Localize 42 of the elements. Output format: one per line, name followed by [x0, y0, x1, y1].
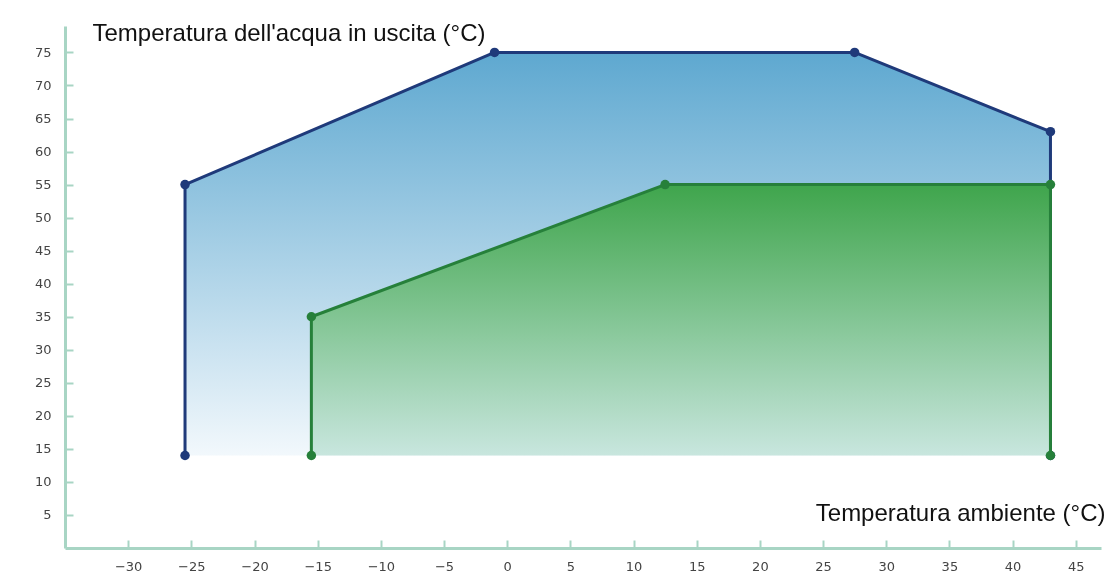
point — [1045, 126, 1056, 137]
x-tick-label: 20 — [752, 558, 769, 574]
x-tick-label: −30 — [114, 558, 143, 574]
point — [306, 312, 317, 322]
x-tick-label: 40 — [1004, 558, 1022, 574]
x-tick-label: −25 — [178, 558, 206, 574]
y-tick-label: 40 — [34, 276, 52, 292]
point — [1045, 179, 1056, 190]
x-tick-label: 0 — [503, 558, 512, 574]
y-tick-label: 65 — [34, 111, 52, 127]
point — [660, 179, 670, 190]
x-tick-label: −5 — [434, 558, 455, 574]
point — [306, 450, 317, 461]
y-tick-label: 25 — [34, 375, 52, 391]
y-tick-label: 75 — [34, 44, 52, 60]
y-tick-label: 60 — [34, 144, 52, 160]
x-tick-label: −20 — [241, 558, 269, 574]
x-tick-label: 25 — [815, 558, 832, 574]
x-tick-label: −10 — [367, 558, 396, 574]
y-tick-label: 50 — [34, 210, 52, 226]
point — [849, 47, 860, 58]
y-tick-label: 20 — [34, 408, 52, 424]
y-tick-label: 10 — [34, 474, 52, 490]
point — [180, 450, 190, 461]
x-tick-label: 10 — [625, 558, 643, 574]
y-tick-label: 30 — [34, 342, 52, 358]
y-tick-label: 45 — [34, 243, 52, 259]
x-tick-label: 45 — [1067, 558, 1085, 574]
x-tick-label: 35 — [941, 558, 959, 574]
y-tick-label: 15 — [34, 441, 52, 457]
y-tick-label: 35 — [34, 309, 52, 325]
y-tick-label: 55 — [34, 177, 52, 193]
y-axis-title: Temperatura dell'acqua in uscita (°C) — [92, 18, 486, 46]
x-tick-label: 30 — [878, 558, 895, 574]
x-tick-label: 15 — [688, 558, 706, 574]
x-axis-title: Temperatura ambiente (°C) — [815, 498, 1106, 526]
y-tick-label: 5 — [43, 507, 52, 523]
x-tick-label: −15 — [304, 558, 332, 574]
x-tick-label: 5 — [566, 558, 576, 574]
point — [180, 179, 190, 190]
point — [489, 47, 500, 58]
y-tick-label: 70 — [34, 77, 52, 93]
